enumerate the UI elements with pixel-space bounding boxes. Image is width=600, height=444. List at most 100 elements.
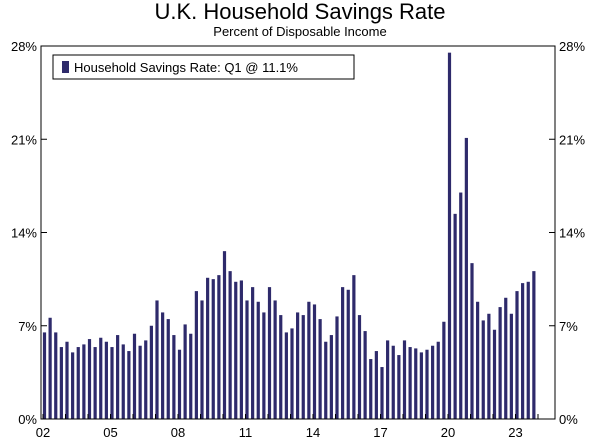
bar bbox=[346, 289, 350, 419]
bar bbox=[48, 317, 52, 419]
bar bbox=[155, 300, 159, 419]
bar bbox=[71, 352, 75, 419]
bar bbox=[82, 344, 86, 419]
bar bbox=[318, 319, 322, 419]
bar bbox=[515, 291, 519, 419]
bar bbox=[206, 277, 210, 419]
bar bbox=[166, 319, 170, 419]
y-tick-label-left: 21% bbox=[11, 132, 37, 147]
bar bbox=[42, 332, 47, 419]
bar bbox=[104, 341, 108, 419]
bar bbox=[177, 349, 182, 419]
bar bbox=[341, 287, 345, 419]
bar bbox=[296, 312, 300, 419]
bar bbox=[312, 304, 317, 419]
bar bbox=[476, 301, 480, 419]
bar bbox=[93, 347, 97, 419]
bar bbox=[183, 324, 187, 419]
bar bbox=[172, 335, 176, 419]
bars-group bbox=[42, 52, 536, 420]
bar bbox=[54, 332, 58, 419]
bar bbox=[352, 275, 356, 419]
bar bbox=[436, 341, 440, 419]
bar bbox=[87, 339, 92, 419]
bar bbox=[408, 347, 412, 419]
bar bbox=[116, 335, 120, 419]
bar bbox=[161, 312, 165, 419]
bar bbox=[447, 52, 452, 419]
bar bbox=[397, 355, 401, 419]
x-tick-label: 14 bbox=[306, 425, 320, 440]
chart-title: U.K. Household Savings Rate bbox=[154, 0, 446, 24]
bar bbox=[419, 352, 423, 419]
bar bbox=[481, 320, 485, 419]
chart-subtitle: Percent of Disposable Income bbox=[213, 24, 387, 39]
bar bbox=[329, 335, 333, 419]
bar bbox=[290, 328, 294, 419]
bar bbox=[267, 287, 272, 419]
bar bbox=[386, 340, 390, 419]
bar bbox=[59, 347, 63, 419]
bar bbox=[200, 300, 204, 419]
legend-box bbox=[52, 54, 355, 80]
bar bbox=[369, 359, 373, 419]
y-tick-label-left: 28% bbox=[11, 39, 37, 54]
bar bbox=[234, 281, 238, 419]
bar bbox=[127, 351, 131, 419]
bar bbox=[374, 351, 378, 419]
bar bbox=[149, 325, 153, 419]
bar bbox=[256, 301, 260, 419]
bar bbox=[526, 281, 530, 419]
bar bbox=[487, 313, 491, 419]
y-tick-label-left: 0% bbox=[18, 412, 37, 427]
legend-label: Household Savings Rate: Q1 @ 11.1% bbox=[74, 60, 298, 75]
bar bbox=[431, 345, 435, 419]
bar bbox=[492, 329, 497, 419]
bar bbox=[402, 340, 407, 419]
y-tick-label-right: 21% bbox=[559, 132, 585, 147]
y-tick-label-right: 0% bbox=[559, 412, 578, 427]
bar bbox=[121, 344, 125, 419]
bar bbox=[464, 137, 468, 420]
bar bbox=[99, 337, 103, 419]
x-tick-label: 11 bbox=[239, 425, 253, 440]
x-tick-label: 20 bbox=[441, 425, 455, 440]
bar bbox=[222, 251, 227, 419]
bar bbox=[189, 333, 193, 419]
bar bbox=[532, 271, 536, 419]
x-tick-label: 08 bbox=[171, 425, 185, 440]
bar bbox=[504, 297, 508, 419]
bar bbox=[251, 287, 255, 419]
bar bbox=[284, 332, 288, 419]
bar bbox=[65, 341, 69, 419]
bar bbox=[110, 347, 114, 419]
x-tick-label: 23 bbox=[508, 425, 522, 440]
bar bbox=[414, 348, 418, 419]
y-tick-label-left: 7% bbox=[18, 319, 37, 334]
x-tick-label: 17 bbox=[373, 425, 387, 440]
axes-group: 0% 0% 7% 7% 14% 14% 21% 21% 28% 28% 02 05 08 11 14 17 20… bbox=[11, 39, 585, 440]
bar bbox=[363, 331, 367, 419]
bar bbox=[194, 291, 198, 419]
bar bbox=[262, 312, 266, 419]
bar bbox=[357, 315, 362, 419]
bar bbox=[245, 300, 249, 419]
bar bbox=[380, 367, 384, 419]
bar bbox=[335, 316, 339, 419]
bar bbox=[324, 341, 328, 419]
y-tick-label-right: 7% bbox=[559, 319, 578, 334]
bar bbox=[144, 340, 148, 419]
bar bbox=[132, 333, 137, 419]
bar bbox=[217, 275, 221, 419]
bar bbox=[425, 349, 429, 419]
bar bbox=[442, 321, 446, 419]
x-tick-label: 02 bbox=[36, 425, 50, 440]
bar bbox=[301, 315, 305, 419]
bar bbox=[470, 263, 474, 419]
legend: Household Savings Rate: Q1 @ 11.1% bbox=[52, 54, 355, 80]
bar bbox=[211, 279, 215, 420]
bar bbox=[498, 307, 502, 419]
y-tick-label-right: 28% bbox=[559, 39, 585, 54]
bar bbox=[228, 271, 232, 419]
